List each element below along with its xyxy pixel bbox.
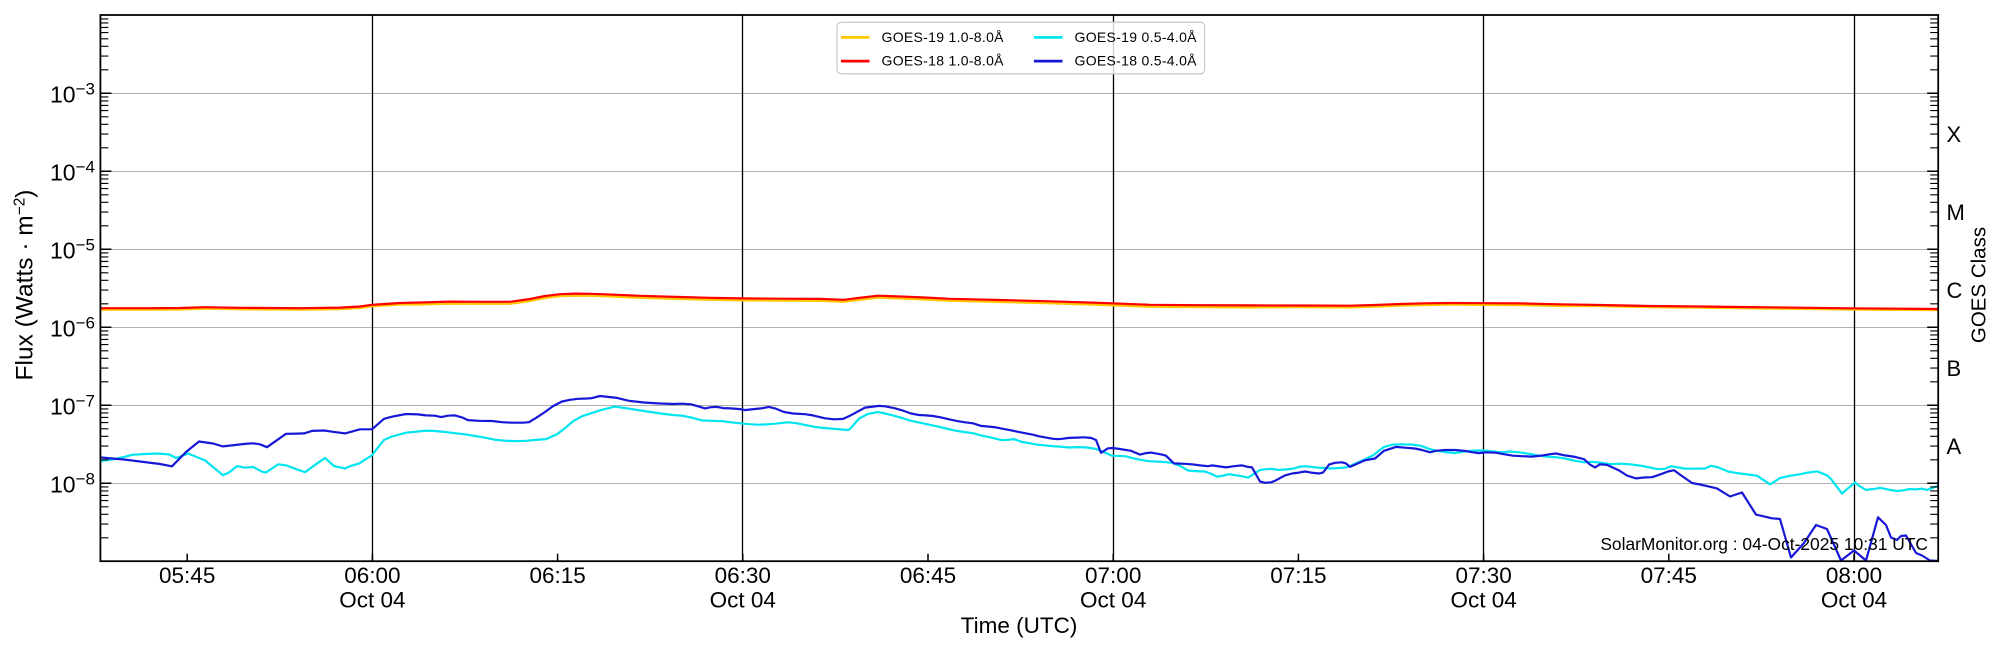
svg-text:Oct 04: Oct 04 [1821, 588, 1887, 613]
svg-text:Time (UTC): Time (UTC) [961, 613, 1078, 638]
svg-text:GOES-18 0.5-4.0Å: GOES-18 0.5-4.0Å [1075, 53, 1198, 69]
svg-text:Flux (Watts · m−2): Flux (Watts · m−2) [12, 190, 39, 381]
svg-text:SolarMonitor.org : 04-Oct-2025: SolarMonitor.org : 04-Oct-2025 10:31 UTC [1600, 534, 1928, 554]
svg-text:08:00: 08:00 [1826, 563, 1882, 588]
svg-text:07:15: 07:15 [1270, 563, 1326, 588]
svg-text:06:00: 06:00 [344, 563, 400, 588]
svg-text:10−4: 10−4 [50, 158, 95, 186]
svg-text:M: M [1947, 200, 1965, 225]
svg-text:06:45: 06:45 [900, 563, 956, 588]
svg-text:07:30: 07:30 [1455, 563, 1511, 588]
svg-text:10−8: 10−8 [50, 470, 95, 498]
svg-text:A: A [1947, 434, 1962, 459]
svg-text:GOES-18 1.0-8.0Å: GOES-18 1.0-8.0Å [882, 53, 1005, 69]
svg-text:GOES-19 1.0-8.0Å: GOES-19 1.0-8.0Å [882, 29, 1005, 45]
svg-text:05:45: 05:45 [159, 563, 215, 588]
svg-text:C: C [1947, 278, 1963, 303]
svg-text:07:00: 07:00 [1085, 563, 1141, 588]
svg-text:GOES-19 0.5-4.0Å: GOES-19 0.5-4.0Å [1075, 29, 1198, 45]
svg-text:B: B [1947, 356, 1962, 381]
svg-text:Oct 04: Oct 04 [1080, 588, 1146, 613]
svg-text:06:30: 06:30 [715, 563, 771, 588]
svg-text:X: X [1947, 122, 1962, 147]
svg-text:07:45: 07:45 [1641, 563, 1697, 588]
svg-text:GOES Class: GOES Class [1968, 227, 1991, 343]
svg-text:Oct 04: Oct 04 [710, 588, 776, 613]
svg-text:Oct 04: Oct 04 [1450, 588, 1516, 613]
svg-text:Oct 04: Oct 04 [339, 588, 405, 613]
svg-text:06:15: 06:15 [529, 563, 585, 588]
